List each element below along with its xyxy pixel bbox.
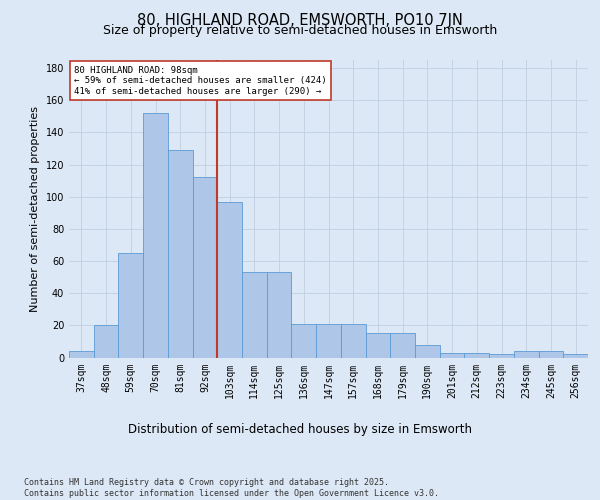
Bar xyxy=(440,352,464,358)
Text: 80, HIGHLAND ROAD, EMSWORTH, PO10 7JN: 80, HIGHLAND ROAD, EMSWORTH, PO10 7JN xyxy=(137,12,463,28)
Bar xyxy=(365,334,390,357)
Bar xyxy=(539,351,563,358)
Bar xyxy=(316,324,341,358)
Bar xyxy=(514,351,539,358)
Bar xyxy=(118,253,143,358)
Bar xyxy=(267,272,292,358)
Bar xyxy=(242,272,267,358)
Text: Contains HM Land Registry data © Crown copyright and database right 2025.
Contai: Contains HM Land Registry data © Crown c… xyxy=(24,478,439,498)
Y-axis label: Number of semi-detached properties: Number of semi-detached properties xyxy=(30,106,40,312)
Bar xyxy=(390,334,415,357)
Text: 80 HIGHLAND ROAD: 98sqm
← 59% of semi-detached houses are smaller (424)
41% of s: 80 HIGHLAND ROAD: 98sqm ← 59% of semi-de… xyxy=(74,66,327,96)
Bar xyxy=(415,344,440,358)
Bar xyxy=(563,354,588,358)
Bar xyxy=(217,202,242,358)
Text: Distribution of semi-detached houses by size in Emsworth: Distribution of semi-detached houses by … xyxy=(128,422,472,436)
Bar xyxy=(168,150,193,358)
Bar xyxy=(94,326,118,358)
Bar xyxy=(143,113,168,358)
Bar xyxy=(489,354,514,358)
Bar xyxy=(292,324,316,358)
Bar xyxy=(193,178,217,358)
Bar xyxy=(341,324,365,358)
Text: Size of property relative to semi-detached houses in Emsworth: Size of property relative to semi-detach… xyxy=(103,24,497,37)
Bar xyxy=(69,351,94,358)
Bar xyxy=(464,352,489,358)
